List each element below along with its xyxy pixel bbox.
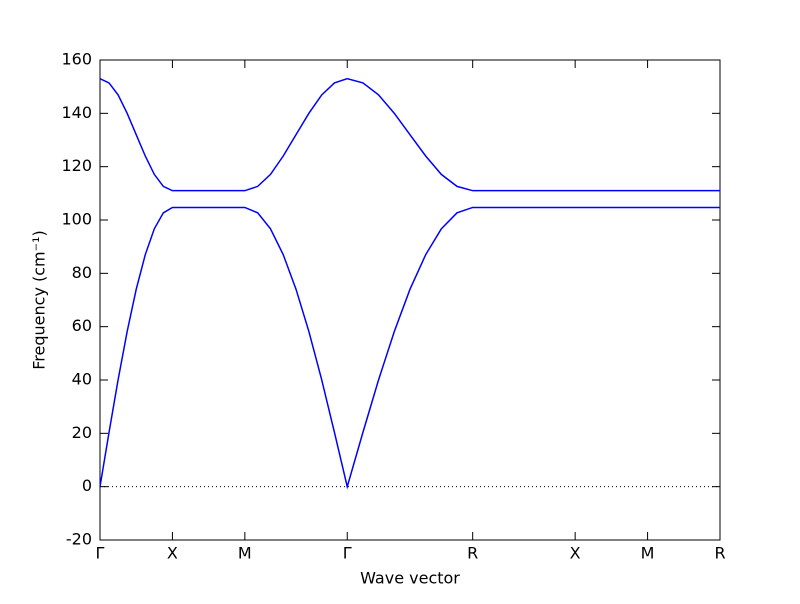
x-tick-label: Γ bbox=[96, 544, 105, 563]
y-tick-label: 100 bbox=[61, 210, 92, 229]
x-tick-label: R bbox=[714, 544, 725, 563]
x-tick-label: M bbox=[641, 544, 655, 563]
x-tick-label: R bbox=[467, 544, 478, 563]
y-tick-label: 60 bbox=[72, 316, 92, 335]
y-axis-label: Frequency (cm⁻¹) bbox=[30, 230, 49, 369]
y-tick-label: 120 bbox=[61, 156, 92, 175]
x-tick-label: X bbox=[167, 544, 178, 563]
y-tick-label: -20 bbox=[66, 530, 92, 549]
x-tick-label: X bbox=[570, 544, 581, 563]
y-tick-label: 80 bbox=[72, 263, 92, 282]
x-tick-label: M bbox=[238, 544, 252, 563]
x-axis-label: Wave vector bbox=[360, 569, 460, 588]
band-line bbox=[99, 206, 720, 490]
y-tick-label: 140 bbox=[61, 103, 92, 122]
x-tick-label: Γ bbox=[343, 544, 352, 563]
band-line bbox=[99, 77, 720, 192]
y-tick-label: 20 bbox=[72, 423, 92, 442]
plot-frame bbox=[99, 59, 721, 541]
y-tick-label: 40 bbox=[72, 370, 92, 389]
y-tick-label: 160 bbox=[61, 50, 92, 69]
y-tick-label: 0 bbox=[82, 476, 92, 495]
